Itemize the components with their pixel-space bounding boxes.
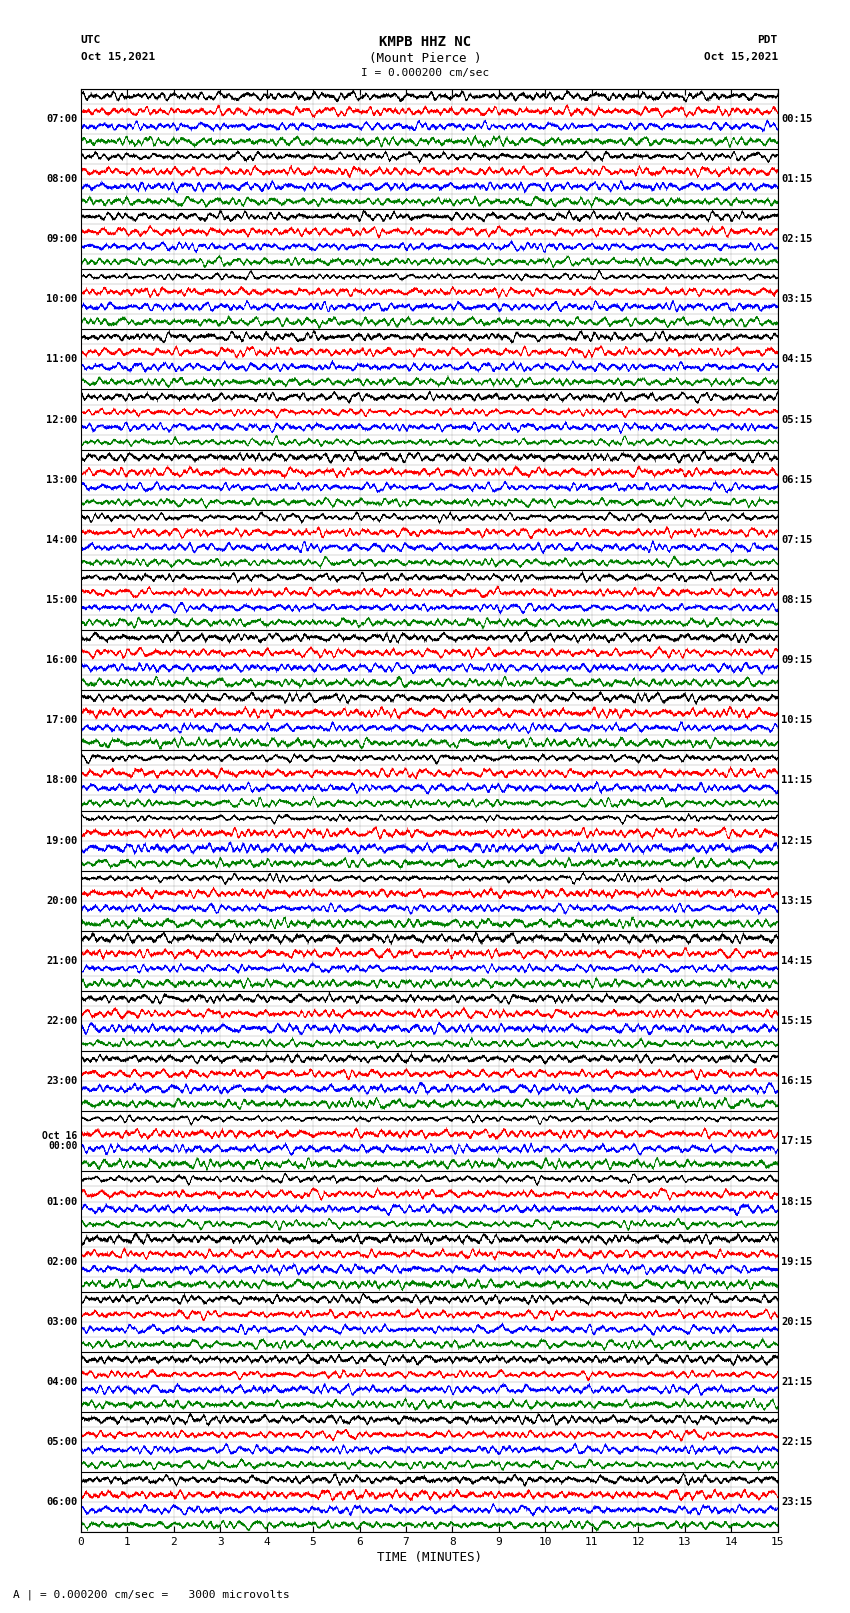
Text: Oct 16
00:00: Oct 16 00:00 [42, 1131, 77, 1152]
Text: 07:00: 07:00 [46, 115, 77, 124]
Text: 12:00: 12:00 [46, 415, 77, 424]
Text: UTC: UTC [81, 35, 101, 45]
Text: 02:15: 02:15 [781, 234, 813, 244]
Text: 00:15: 00:15 [781, 115, 813, 124]
Text: 13:15: 13:15 [781, 895, 813, 907]
Text: 17:00: 17:00 [46, 715, 77, 726]
Text: 05:15: 05:15 [781, 415, 813, 424]
Text: 11:00: 11:00 [46, 355, 77, 365]
Text: 11:15: 11:15 [781, 776, 813, 786]
Text: 14:00: 14:00 [46, 536, 77, 545]
Text: 09:15: 09:15 [781, 655, 813, 665]
Text: 15:00: 15:00 [46, 595, 77, 605]
Text: 19:15: 19:15 [781, 1257, 813, 1266]
Text: PDT: PDT [757, 35, 778, 45]
Text: 12:15: 12:15 [781, 836, 813, 845]
Text: KMPB HHZ NC: KMPB HHZ NC [379, 35, 471, 50]
Text: A | = 0.000200 cm/sec =   3000 microvolts: A | = 0.000200 cm/sec = 3000 microvolts [13, 1589, 290, 1600]
Text: 14:15: 14:15 [781, 957, 813, 966]
Text: 16:00: 16:00 [46, 655, 77, 665]
Text: Oct 15,2021: Oct 15,2021 [704, 52, 778, 61]
Text: 03:00: 03:00 [46, 1316, 77, 1327]
Text: 23:00: 23:00 [46, 1076, 77, 1086]
Text: 10:15: 10:15 [781, 715, 813, 726]
Text: 08:00: 08:00 [46, 174, 77, 184]
X-axis label: TIME (MINUTES): TIME (MINUTES) [377, 1552, 482, 1565]
Text: 06:00: 06:00 [46, 1497, 77, 1507]
Text: Oct 15,2021: Oct 15,2021 [81, 52, 155, 61]
Text: 06:15: 06:15 [781, 474, 813, 484]
Text: 19:00: 19:00 [46, 836, 77, 845]
Text: 01:00: 01:00 [46, 1197, 77, 1207]
Text: 02:00: 02:00 [46, 1257, 77, 1266]
Text: 23:15: 23:15 [781, 1497, 813, 1507]
Text: 18:00: 18:00 [46, 776, 77, 786]
Text: 04:15: 04:15 [781, 355, 813, 365]
Text: 18:15: 18:15 [781, 1197, 813, 1207]
Text: 13:00: 13:00 [46, 474, 77, 484]
Text: (Mount Pierce ): (Mount Pierce ) [369, 52, 481, 65]
Text: 03:15: 03:15 [781, 294, 813, 305]
Text: 17:15: 17:15 [781, 1137, 813, 1147]
Text: I = 0.000200 cm/sec: I = 0.000200 cm/sec [361, 68, 489, 77]
Text: 10:00: 10:00 [46, 294, 77, 305]
Text: 05:00: 05:00 [46, 1437, 77, 1447]
Text: 22:15: 22:15 [781, 1437, 813, 1447]
Text: 08:15: 08:15 [781, 595, 813, 605]
Text: 15:15: 15:15 [781, 1016, 813, 1026]
Text: 20:00: 20:00 [46, 895, 77, 907]
Text: 21:00: 21:00 [46, 957, 77, 966]
Text: 22:00: 22:00 [46, 1016, 77, 1026]
Text: 09:00: 09:00 [46, 234, 77, 244]
Text: 21:15: 21:15 [781, 1378, 813, 1387]
Text: 01:15: 01:15 [781, 174, 813, 184]
Text: 07:15: 07:15 [781, 536, 813, 545]
Text: 04:00: 04:00 [46, 1378, 77, 1387]
Text: 16:15: 16:15 [781, 1076, 813, 1086]
Text: 20:15: 20:15 [781, 1316, 813, 1327]
